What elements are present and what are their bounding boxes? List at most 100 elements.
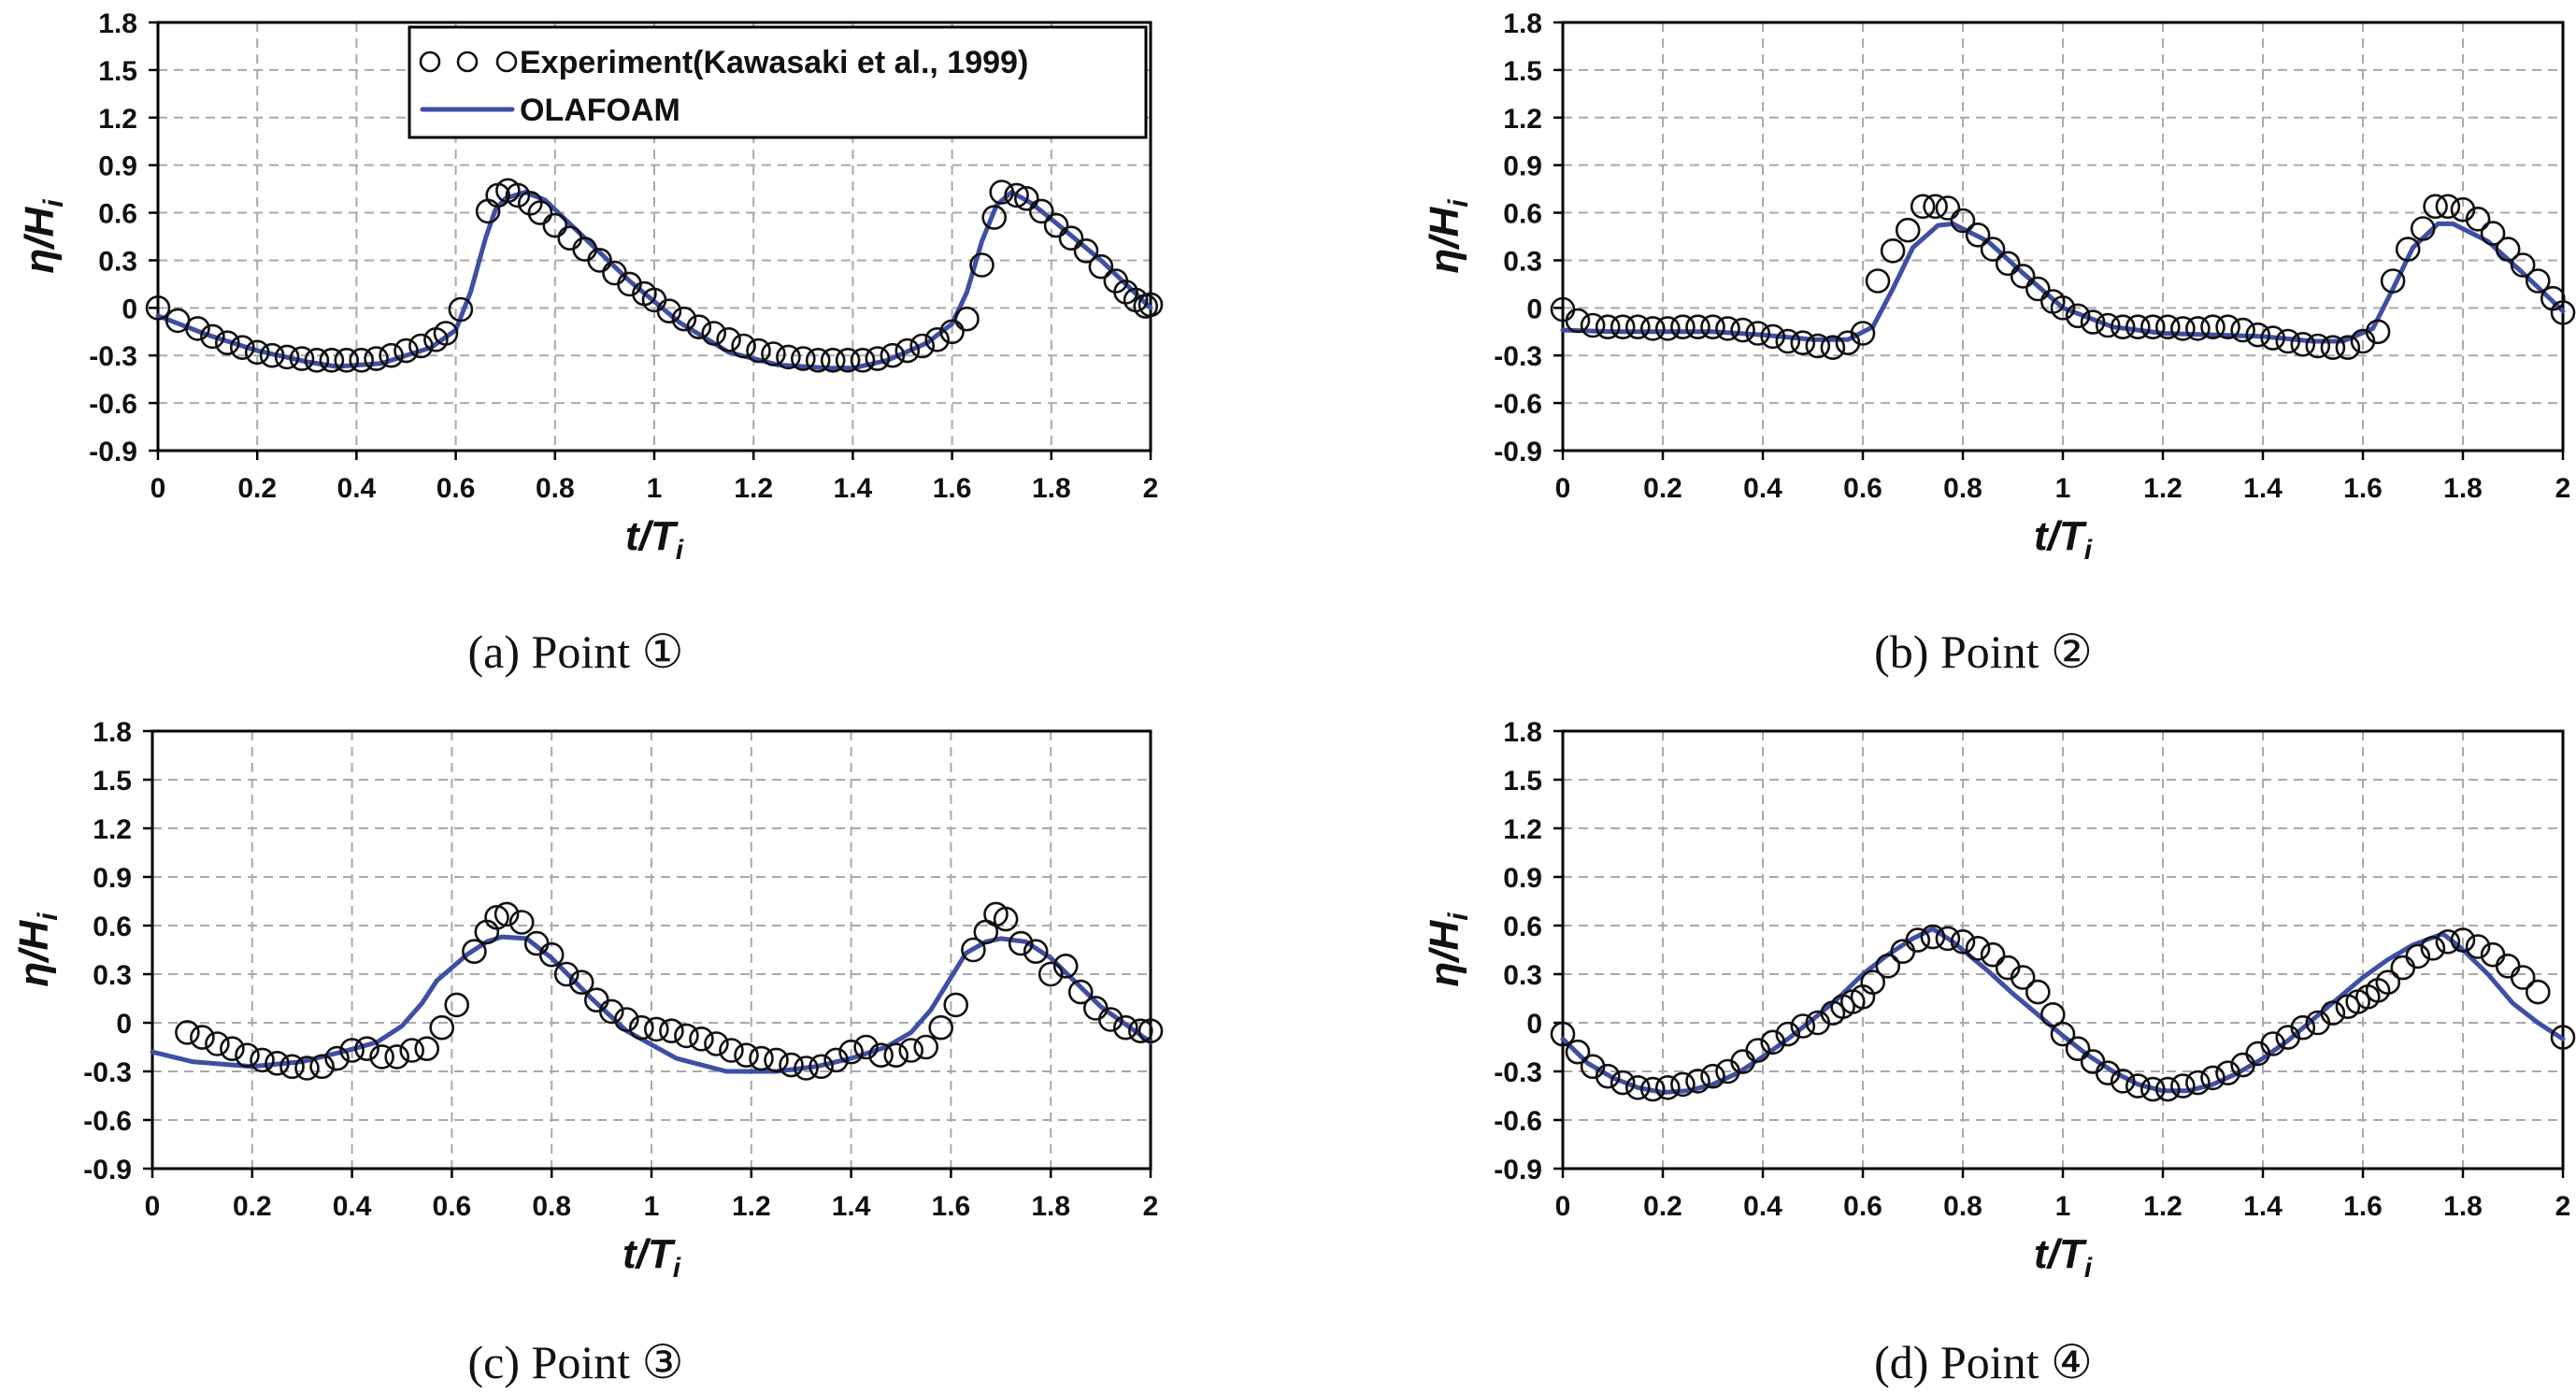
experiment-data-point [304,347,330,373]
x-tick-label: 1.8 [2443,1191,2483,1222]
experiment-data-point [913,1034,939,1060]
experiment-data-point [508,910,535,935]
experiment-data-point [2200,1065,2225,1091]
experiment-data-point [1700,314,1725,340]
experiment-data-point [719,1038,744,1063]
experiment-data-point [686,314,712,340]
experiment-data-point [1895,217,1921,243]
experiment-data-point [794,1056,819,1081]
y-tick-label: -0.6 [83,1106,132,1137]
experiment-data-point [279,1054,305,1080]
x-tick-label: 0.4 [1743,473,1782,504]
experiment-data-point [1880,237,1906,264]
experiment-data-point [200,323,225,350]
x-tick-label: 1.6 [932,1191,971,1222]
experiment-data-point [1850,321,1876,346]
x-tick-label: 2 [1143,1191,1159,1222]
experiment-data-point [1995,251,2021,277]
y-axis-title-main: η/H [1422,207,1467,274]
experiment-data-point [701,321,727,346]
experiment-data-point [2410,216,2436,241]
experiment-data-point [764,1047,789,1073]
x-tick-label: 1.4 [2243,473,2283,504]
y-tick-label: 0.9 [93,863,132,894]
y-tick-label: 1.2 [93,814,132,845]
x-tick-label: 1 [2055,1191,2071,1222]
experiment-data-point [1950,928,1976,955]
y-tick-label: 0.6 [98,199,137,230]
experiment-data-point [250,1047,275,1073]
y-tick-label: 1.8 [98,8,137,39]
experiment-data-point [1014,186,1039,211]
legend: Experiment(Kawasaki et al., 1999) OLAFOAM [408,25,1148,139]
x-axis-title: t/Ti [2034,1231,2093,1284]
chart-panel-1: 0 0.2 0.4 0.6 0.8 1 1.2 1.4 1.6 1.8 2 -0.9 -0.6 -0.3 0… [17,8,1164,678]
experiment-data-point [1775,328,1801,354]
experiment-data-point [2260,1031,2285,1056]
y-tick-label: 1.2 [98,104,137,135]
x-axis-title-subscript: i [2084,1253,2093,1284]
x-tick-label: 0.2 [237,473,277,504]
y-tick-label: -0.9 [1494,437,1542,467]
chart-panel-2: 0 0.2 0.4 0.6 0.8 1 1.2 1.4 1.6 1.8 2 -0.9 -0.6 -0.3 0… [1422,8,2576,678]
experiment-data-point [220,1036,245,1061]
experiment-data-point [2510,965,2536,990]
experiment-data-point [1685,314,1710,340]
y-tick-label: 1.5 [1503,56,1542,87]
y-tick-label: 0 [116,1009,132,1040]
experiment-data-point [542,212,568,238]
experiment-data-point [294,1056,320,1081]
x-axis-title-main: t/T [2034,1231,2087,1277]
experiment-data-point [339,1038,365,1063]
plot-frame [150,729,1152,1170]
experiment-data-point [1760,323,1785,350]
x-tick-label: 0.6 [1843,1191,1882,1222]
experiment-data-point [2305,333,2331,359]
experiment-data-point [2050,294,2076,321]
y-tick-label: 1.5 [98,56,137,87]
experiment-data-point [2080,309,2106,335]
experiment-data-point [145,294,171,321]
experiment-data-point [2185,316,2211,341]
experiment-data-point [354,1036,379,1061]
experiment-data-point [364,346,389,371]
experiment-data-point [954,306,980,332]
experiment-data-point [1028,198,1054,224]
experiment-data-point [1550,1021,1576,1047]
experiment-data-point [2155,1076,2181,1102]
experiment-data-point [505,182,531,208]
legend-experiment-marker [419,50,441,73]
experiment-data-point [2465,207,2491,232]
y-tick-label: 1.8 [1503,717,1542,748]
experiment-data-point [538,941,565,968]
experiment-data-point [731,333,756,359]
experiment-data-point [2435,928,2461,955]
experiment-data-point [598,998,624,1025]
experiment-data-point [671,306,697,332]
experiment-data-point [2095,312,2121,338]
experiment-data-point [898,1038,924,1063]
x-tick-label: 0.8 [536,473,575,504]
x-tick-label: 0.2 [233,1191,272,1222]
experiment-data-point [1935,926,1961,952]
y-tick-label: 0.9 [1503,151,1542,182]
experiment-data-point [2480,221,2506,246]
experiment-data-point [2025,276,2051,302]
experiment-data-point [2275,328,2301,354]
y-tick-label: -0.3 [83,1057,132,1088]
y-tick-label: 0.3 [93,960,132,991]
experiment-data-point [2170,1073,2196,1099]
y-axis-title-subscript: i [38,199,69,208]
experiment-data-point [716,326,741,352]
x-axis-title: t/Ti [2034,513,2093,566]
x-axis-title-subscript: i [2084,535,2093,566]
experiment-data-point [2010,965,2036,990]
experiment-data-point [2380,268,2406,294]
experiment-data-point [1073,237,1099,264]
experiment-data-point [527,200,553,225]
experiment-data-point [2215,314,2240,340]
y-tick-label: 1.2 [1503,104,1542,135]
experiment-data-point [2320,1000,2346,1026]
experiment-data-point [2335,335,2361,361]
y-axis-title-subscript: i [1443,199,1474,208]
